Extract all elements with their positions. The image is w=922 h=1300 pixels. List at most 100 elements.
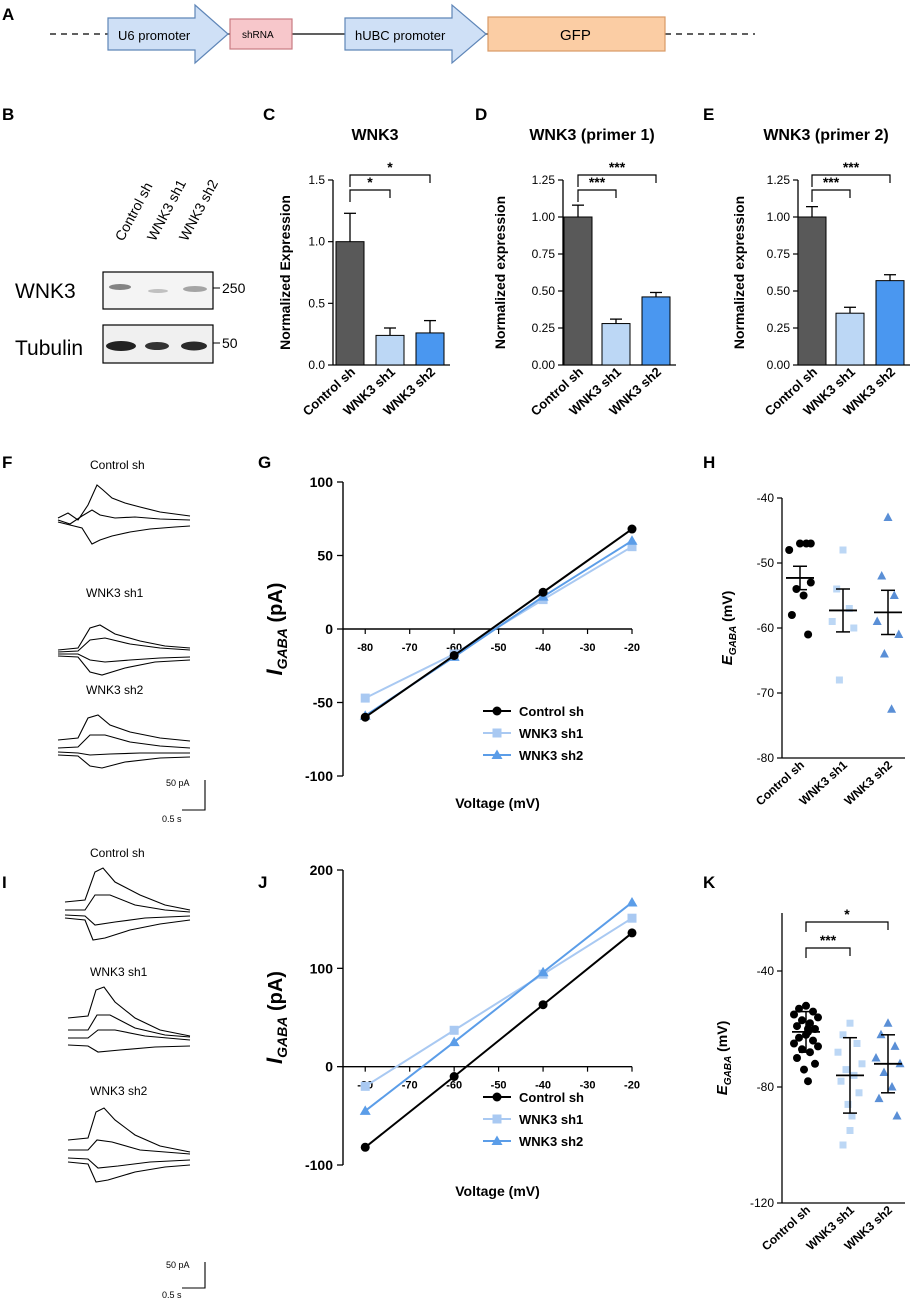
panel-label-d: D bbox=[475, 105, 487, 124]
y-axis-label: EGABA (mV) bbox=[719, 591, 739, 665]
y-tick-label: 1.00 bbox=[532, 210, 556, 224]
u6-promoter-label: U6 promoter bbox=[118, 28, 191, 43]
y-label-main: E bbox=[714, 1084, 731, 1095]
trace-i-scale-pa: 50 pA bbox=[166, 1260, 190, 1270]
trace-f-sh2-2 bbox=[57, 734, 191, 749]
data-point-sh1 bbox=[839, 1141, 847, 1149]
legend-label: Control sh bbox=[519, 1090, 584, 1105]
bar bbox=[875, 280, 905, 366]
trace-f-sh2-1 bbox=[57, 714, 191, 742]
x-tick-label: WNK3 sh1 bbox=[797, 758, 851, 808]
x-tick-label: -40 bbox=[535, 1080, 551, 1092]
data-point-sh2 bbox=[626, 896, 638, 907]
data-point-control bbox=[538, 587, 548, 597]
trace-i-sh2-1 bbox=[67, 1107, 191, 1153]
x-tick-label: -30 bbox=[580, 1080, 596, 1092]
trace-f-control-2 bbox=[57, 509, 191, 525]
y-tick-label: 200 bbox=[310, 862, 334, 878]
series-line bbox=[364, 901, 633, 1112]
y-tick-label: 1.0 bbox=[308, 235, 325, 249]
tubulin-blot-label: Tubulin bbox=[15, 337, 83, 360]
data-point-sh1 bbox=[848, 1112, 856, 1120]
y-label-sub: GABA bbox=[728, 626, 739, 655]
y-tick-label: 0.50 bbox=[767, 284, 791, 298]
y-label-unit: (mV) bbox=[719, 591, 735, 626]
trace-i-control-2 bbox=[65, 894, 191, 913]
y-tick-label: 1.00 bbox=[767, 210, 791, 224]
y-tick-label: -50 bbox=[313, 695, 333, 711]
data-point-sh1 bbox=[846, 1019, 854, 1027]
marker-50: 50 bbox=[222, 335, 238, 351]
data-point-sh2 bbox=[894, 629, 904, 638]
data-point-sh1 bbox=[839, 546, 847, 554]
y-tick-label: 100 bbox=[310, 474, 334, 490]
y-axis-label: Normalized expression bbox=[492, 196, 508, 349]
x-axis-label: Voltage (mV) bbox=[455, 795, 540, 811]
data-point-sh1 bbox=[858, 1060, 866, 1068]
y-label-main: I bbox=[262, 1057, 287, 1064]
panel-label-c: C bbox=[263, 105, 275, 124]
data-point-sh2 bbox=[887, 704, 897, 713]
y-tick-label: 1.25 bbox=[767, 173, 791, 187]
data-point-sh1 bbox=[855, 1089, 863, 1097]
x-tick-label: -70 bbox=[402, 1080, 418, 1092]
data-point-sh2 bbox=[626, 535, 638, 545]
trace-i-sh1-3 bbox=[68, 1029, 191, 1041]
data-point-control bbox=[806, 578, 815, 587]
y-axis-label: Normalized Expression bbox=[277, 195, 293, 350]
gfp-label: GFP bbox=[560, 27, 591, 44]
y-tick-label: 0.75 bbox=[767, 247, 791, 261]
trace-f-sh1-label: WNK3 sh1 bbox=[86, 586, 144, 600]
chart-d-wnk3-primer1: WNK3 (primer 1) Normalized expression 0.00… bbox=[492, 127, 676, 419]
data-point-control bbox=[538, 1000, 548, 1010]
data-point-sh1 bbox=[839, 1031, 847, 1039]
u6-promoter-arrow bbox=[107, 3, 229, 65]
data-point-sh2 bbox=[537, 966, 549, 977]
significance-bracket bbox=[577, 189, 617, 202]
x-tick-label: -50 bbox=[491, 642, 507, 654]
data-point-sh1 bbox=[837, 1077, 845, 1085]
significance-label: *** bbox=[589, 174, 606, 190]
data-point-sh1 bbox=[853, 1040, 861, 1047]
y-tick-label: 0.0 bbox=[308, 358, 325, 372]
trace-i-control-label: Control sh bbox=[90, 846, 145, 860]
data-point-sh2 bbox=[892, 1111, 902, 1120]
y-tick-label: 0.75 bbox=[532, 247, 556, 261]
hubc-promoter-arrow bbox=[344, 3, 487, 65]
y-label-unit: (pA) bbox=[265, 971, 287, 1017]
panel-label-f: F bbox=[2, 453, 12, 472]
trace-i-control-3 bbox=[64, 914, 191, 926]
construct-diagram: U6 promoter shRNA hUBC promoter GFP bbox=[50, 3, 755, 65]
marker-250: 250 bbox=[222, 280, 246, 296]
shrna-label: shRNA bbox=[242, 30, 274, 41]
legend-label: WNK3 sh2 bbox=[519, 748, 583, 763]
trace-i-sh2-label: WNK3 sh2 bbox=[90, 1084, 148, 1098]
data-point-sh1 bbox=[360, 693, 370, 703]
data-point-sh1 bbox=[627, 542, 637, 552]
y-tick-label: 0.50 bbox=[532, 284, 556, 298]
data-point-sh2 bbox=[872, 616, 882, 625]
trace-f-sh1-2 bbox=[57, 637, 191, 653]
bar bbox=[601, 323, 631, 366]
data-point-control bbox=[798, 1016, 806, 1025]
data-point-control bbox=[804, 630, 813, 639]
trace-i-sh1-2 bbox=[68, 1014, 191, 1038]
trace-f-sh2-4 bbox=[57, 754, 191, 769]
trace-i-sh2-3 bbox=[67, 1157, 191, 1169]
trace-f-scale-s: 0.5 s bbox=[162, 814, 182, 824]
x-tick-label: WNK3 sh2 bbox=[842, 758, 896, 808]
panel-label-h: H bbox=[703, 453, 715, 472]
legend-marker bbox=[492, 706, 502, 716]
y-axis-label: Normalized expression bbox=[731, 196, 747, 349]
trace-i-scale-s: 0.5 s bbox=[162, 1290, 182, 1300]
y-axis-label: IGABA (pA) bbox=[262, 583, 290, 676]
legend-marker bbox=[492, 728, 502, 738]
data-point-control bbox=[799, 591, 808, 600]
x-tick-label: -40 bbox=[535, 642, 551, 654]
data-point-control bbox=[800, 1065, 808, 1074]
legend-marker bbox=[491, 749, 503, 759]
trace-f-control-3 bbox=[57, 521, 191, 545]
trace-i-control-4 bbox=[64, 917, 191, 941]
data-point-control bbox=[785, 546, 794, 554]
